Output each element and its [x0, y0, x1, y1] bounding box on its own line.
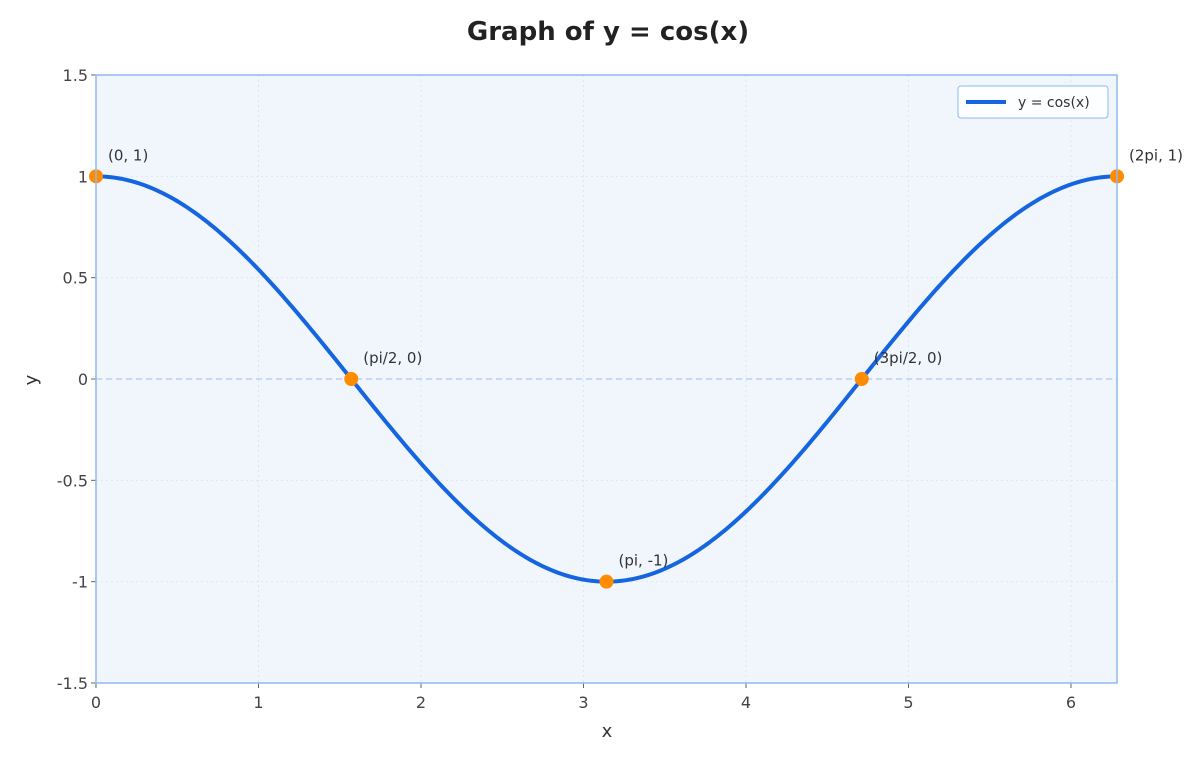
x-tick-label: 5 [903, 693, 913, 712]
legend-entry-label: y = cos(x) [1018, 95, 1090, 111]
x-axis-label: x [602, 721, 613, 742]
ticks: 0 1 2 3 4 5 6 -1.5 -1 -0.5 0 0.5 1 1.5 [57, 66, 1076, 712]
x-tick-label: 3 [578, 693, 588, 712]
y-tick-label: 0.5 [63, 269, 88, 288]
point-label: (2pi, 1) [1129, 146, 1183, 164]
plot-frame [95, 74, 1118, 684]
point-label: (pi, -1) [619, 552, 669, 570]
x-tick-label: 0 [91, 693, 101, 712]
annotated-point [854, 372, 869, 386]
annotated-points: (0, 1) (pi/2, 0) (pi, -1) (3pi/2, 0) (2pi, 1… [89, 146, 1183, 589]
y-tick-label: 1.5 [63, 66, 88, 85]
y-axis-label: y [21, 374, 42, 385]
y-tick-label: -1 [72, 573, 88, 592]
y-tick-label: -0.5 [57, 471, 88, 490]
x-tick-label: 1 [253, 693, 263, 712]
legend-box [957, 85, 1109, 119]
annotated-point [599, 574, 614, 589]
point-label: (0, 1) [108, 146, 148, 164]
x-tick-label: 4 [741, 693, 751, 712]
annotated-point [344, 372, 359, 386]
legend: y = cos(x) [957, 85, 1109, 119]
x-tick-label: 6 [1066, 693, 1076, 712]
y-tick-label: 1 [78, 167, 88, 186]
y-tick-label: -1.5 [57, 674, 88, 693]
point-label: (3pi/2, 0) [874, 349, 943, 367]
chart-title: Graph of y = cos(x) [467, 17, 749, 47]
point-label: (pi/2, 0) [363, 349, 422, 367]
y-tick-label: 0 [78, 370, 88, 389]
x-tick-label: 2 [416, 693, 426, 712]
